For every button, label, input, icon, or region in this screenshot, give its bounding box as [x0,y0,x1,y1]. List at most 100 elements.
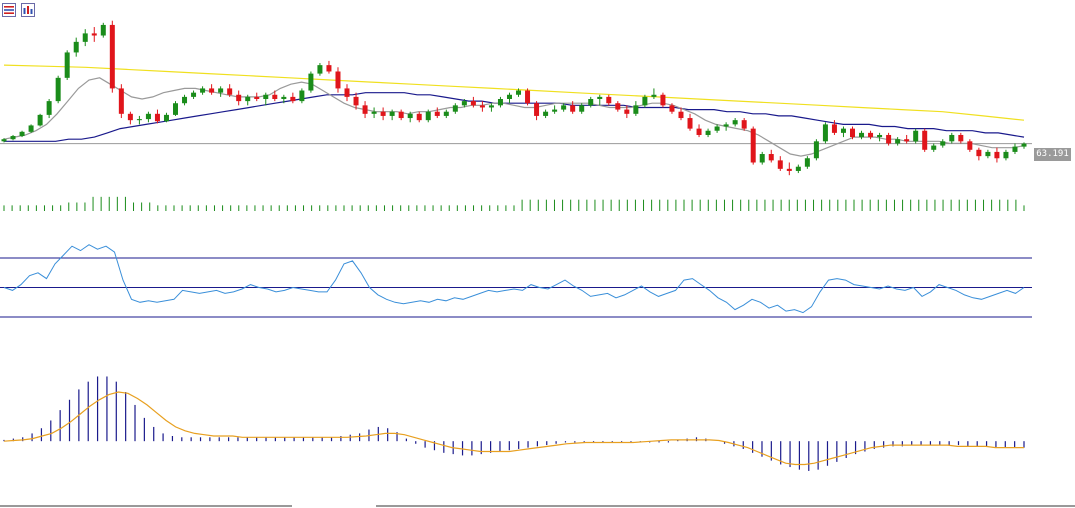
oscillator-panel [0,244,1032,318]
candle-body [895,139,901,144]
candle-body [91,33,97,36]
candle-body [615,103,621,110]
candle-body [904,139,910,142]
candle-body [497,99,503,106]
candle-body [10,136,16,140]
price-panel [0,20,1032,176]
candle-body [362,105,368,114]
candle-body [633,105,639,114]
candle-body [949,134,955,142]
candle-body [317,65,323,74]
candle-body [868,132,874,138]
candle-body [795,166,801,171]
candle-body [452,105,458,112]
candle-body [985,151,991,157]
candle-body [290,96,296,102]
candle-body [687,118,693,129]
candle-body [19,131,25,137]
candle-body [561,105,567,110]
candle-body [1021,143,1027,147]
candle-body [173,103,179,115]
candle-body [732,120,738,125]
oscillator-line [3,244,1025,314]
candle-body [263,94,269,99]
candle-body [371,111,377,114]
candle-body [958,134,964,142]
candle-body [163,114,169,122]
candle-body [55,77,61,102]
candle-body [714,126,720,131]
candle-body [145,113,151,120]
candle-body [579,105,585,112]
list-icon[interactable] [2,3,16,17]
candle-body [534,103,540,116]
ma-fast-line [3,77,1025,157]
candle-body [543,111,549,116]
candle-body [768,154,774,161]
candle-body [840,128,846,133]
candle-body [642,96,648,106]
macd-signal-line [3,391,1024,466]
candle-body [859,132,865,138]
candle-body [136,119,142,121]
candle-body [127,113,133,121]
candle-body [723,124,729,127]
indicators-icon[interactable] [21,3,35,17]
candle-body [506,94,512,99]
candle-body [651,94,657,97]
candle-body [1003,151,1009,159]
candle-body [299,90,305,102]
candle-body [886,134,892,144]
candle-body [967,141,973,150]
candle-body [182,96,188,104]
candle-body [82,33,88,42]
current-price-label: 63.191 [1034,148,1071,161]
candle-body [37,114,43,126]
candle-body [281,96,287,99]
candle-body [254,96,260,99]
candle-body [741,120,747,129]
candle-body [804,158,810,167]
candle-body [109,24,115,89]
candle-body [308,73,314,91]
candle-body [660,94,666,106]
candle-body [389,111,395,116]
candle-body [470,101,476,106]
candle-body [849,128,855,138]
candle-body [606,96,612,104]
candle-body [335,71,341,89]
candle-body [831,124,837,133]
candle-body [28,125,34,132]
candle-body [380,111,386,116]
candle-body [1,139,7,142]
candle-body [64,52,70,78]
candle-body [236,94,242,102]
candle-body [154,113,160,122]
candle-body [822,124,828,142]
candle-body [398,111,404,119]
candle-body [525,90,531,104]
chart-toolbar [2,3,35,17]
candle-body [976,149,982,157]
macd-panel [3,376,1025,471]
ma-mid-line [4,92,1025,142]
candle-body [326,65,332,72]
candle-body [227,88,233,95]
candle-body [416,113,422,121]
candle-body [877,134,883,138]
candle-body [994,151,1000,159]
candle-body [777,160,783,169]
candle-body [479,105,485,108]
candle-body [696,128,702,135]
volume-panel [3,196,1025,211]
candle-body [46,101,52,115]
candle-body [922,130,928,150]
candle-body [100,24,106,36]
candle-body [750,128,756,163]
candle-body [678,111,684,119]
candle-body [1012,146,1018,152]
candle-body [200,88,206,93]
candle-body [245,96,251,102]
